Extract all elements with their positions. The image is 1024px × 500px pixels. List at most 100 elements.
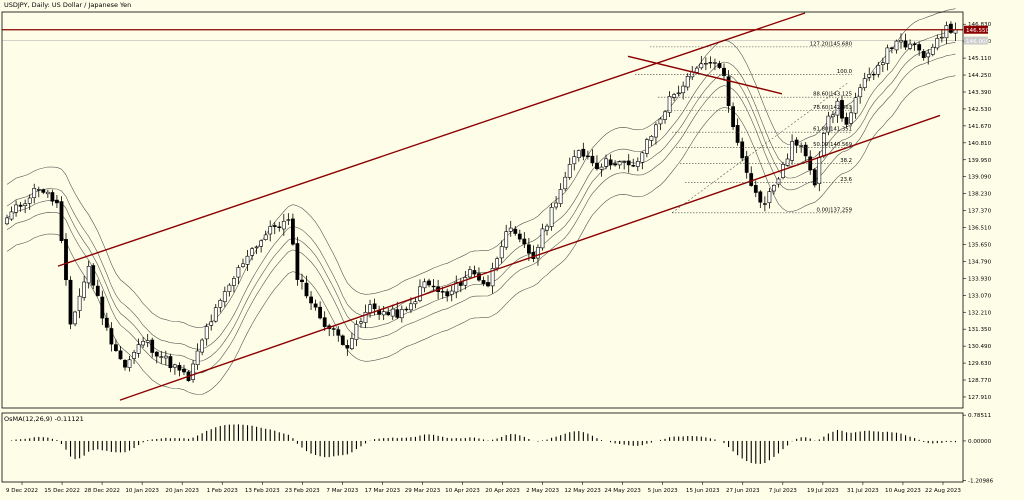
candle-bullish [399, 309, 404, 319]
candle [304, 275, 309, 299]
candle [803, 141, 808, 162]
candle-bullish [835, 100, 840, 116]
candle-bullish [250, 248, 255, 256]
date-axis-label: 5 Jun 2023 [648, 488, 679, 494]
candle-bearish [749, 173, 754, 186]
candle [309, 291, 314, 310]
candle [213, 304, 218, 323]
candle [576, 149, 581, 162]
candle-bullish [653, 124, 658, 138]
price-axis-label: 130.490 [968, 344, 992, 350]
candle-bullish [259, 240, 264, 247]
candle-bearish [722, 67, 726, 76]
candle-bearish [486, 282, 490, 287]
candle [626, 154, 631, 173]
candle-bullish [785, 158, 790, 166]
candle [731, 102, 736, 130]
candle-bullish [567, 164, 572, 178]
price-axis-label: 134.790 [968, 259, 992, 265]
candle-bullish [495, 258, 500, 269]
candle [345, 339, 350, 356]
candle-bearish [313, 303, 318, 308]
candle-bearish [295, 243, 300, 280]
candle-bullish [236, 267, 241, 278]
candle-bearish [626, 160, 631, 166]
candle [744, 150, 749, 179]
price-axis-label: 129.630 [968, 361, 992, 367]
candle-bullish [136, 344, 141, 354]
candle [717, 60, 722, 70]
candle-bullish [576, 150, 581, 158]
candle [418, 279, 422, 303]
candle [812, 167, 817, 188]
candle-bearish [91, 265, 96, 286]
candle-bearish [840, 100, 844, 119]
candle-bullish [232, 278, 236, 286]
candle [354, 320, 359, 347]
candle-bearish [300, 279, 304, 283]
candle [930, 43, 935, 57]
candle-bullish [241, 263, 245, 267]
candle [935, 34, 940, 51]
candle-bearish [472, 270, 477, 275]
candle [68, 276, 73, 330]
candle-bullish [82, 281, 87, 298]
price-axis-label: 133.070 [968, 293, 992, 299]
current-price-label-text: 146.550 [966, 28, 990, 34]
candle [595, 155, 599, 171]
candle-bearish [309, 296, 314, 304]
candle-bullish [599, 166, 604, 170]
candle [182, 364, 186, 376]
fibonacci-level-label: 88.60|143.125 [813, 92, 852, 98]
candle [554, 196, 559, 210]
candle [644, 137, 649, 158]
candle [408, 297, 413, 313]
candle-bullish [32, 188, 37, 199]
candle-bearish [581, 148, 586, 157]
candle-bullish [359, 321, 363, 324]
candle-bearish [386, 312, 391, 316]
candle [894, 39, 899, 54]
candle-bearish [372, 303, 377, 310]
candle [168, 353, 173, 373]
main-panel-frame [1, 11, 964, 409]
candle-bearish [318, 306, 323, 319]
candle [558, 183, 563, 208]
candle [281, 214, 286, 236]
candle [722, 63, 726, 81]
candle-bullish [245, 255, 250, 265]
candle-bullish [14, 204, 19, 213]
price-axis-label: 142.530 [968, 107, 992, 113]
candle-bearish [871, 73, 876, 76]
candle [159, 351, 164, 364]
fibonacci-level-label: 38.2 [840, 158, 852, 164]
date-axis-label: 9 Dec 2022 [6, 488, 38, 494]
candle-bullish [545, 225, 549, 231]
candle-bullish [694, 67, 699, 73]
candle [753, 180, 758, 198]
candle-bearish [18, 204, 23, 207]
candle [173, 363, 177, 375]
candle [908, 39, 913, 51]
candle-bullish [200, 339, 205, 353]
candle-bullish [563, 176, 568, 190]
candle-bearish [118, 350, 123, 360]
candle [585, 150, 590, 160]
fibonacci-level-label: 61.80|141.351 [813, 127, 852, 133]
candle-bullish [408, 303, 413, 311]
price-axis-label: 137.370 [968, 209, 992, 215]
candle [844, 112, 849, 128]
candle-bearish [445, 291, 450, 297]
candle-bearish [431, 285, 436, 288]
candle-bullish [790, 141, 795, 161]
candle-bearish [590, 155, 595, 164]
date-axis-label: 19 Jul 2023 [807, 488, 839, 494]
candle-bearish [917, 44, 922, 51]
candle [735, 118, 740, 146]
candle [86, 260, 91, 289]
candle-bullish [604, 158, 608, 167]
candle [114, 339, 118, 352]
candle-bullish [45, 191, 50, 195]
candle-bullish [830, 114, 835, 118]
descending-trendline [627, 55, 783, 95]
